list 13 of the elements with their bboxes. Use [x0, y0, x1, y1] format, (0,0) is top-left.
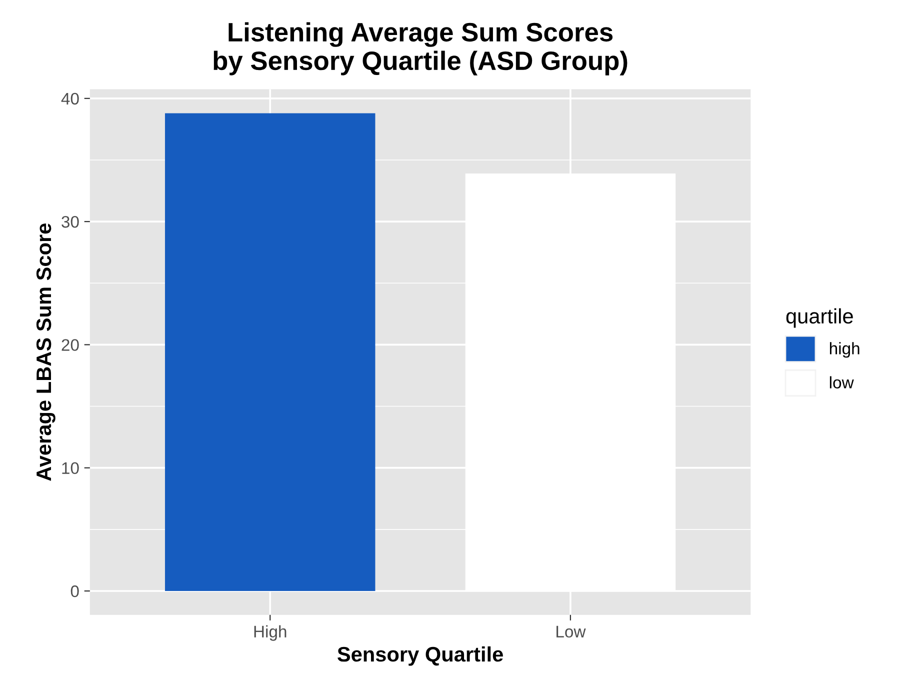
legend-label: low — [830, 376, 854, 388]
legend-title: quartile — [786, 308, 853, 328]
y-tick-label: 10 — [62, 462, 79, 474]
x-tick-label: Low — [556, 626, 586, 638]
y-tick-label: 20 — [62, 339, 79, 351]
y-axis-title: Average LBAS Sum Score — [36, 224, 56, 481]
x-axis-title: Sensory Quartile — [338, 646, 503, 666]
x-tick-label: High — [254, 625, 286, 641]
y-tick-label: 40 — [61, 92, 79, 105]
chart-title: Listening Average Sum Scores by Sensory Quartile (ASD Group) — [214, 22, 628, 76]
legend-label: high — [830, 342, 860, 358]
y-tick-label: 30 — [62, 216, 79, 228]
y-tick-label: 0 — [70, 585, 79, 598]
